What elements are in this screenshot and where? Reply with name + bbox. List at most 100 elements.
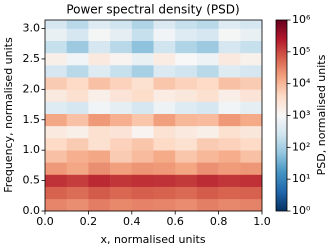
heatmap-cell [218, 138, 241, 151]
heatmap-cell [131, 198, 154, 212]
heatmap-cell [218, 198, 241, 212]
heatmap-cell [110, 162, 133, 175]
heatmap-cell [153, 174, 176, 187]
heatmap-cell [218, 77, 241, 90]
heatmap-cell [88, 198, 111, 212]
heatmap-cell [175, 162, 198, 175]
heatmap-cell [66, 89, 89, 102]
heatmap-cell [153, 101, 176, 114]
x-axis-label: x, normalised units [100, 233, 205, 246]
heatmap-cell [66, 162, 89, 175]
heatmap-cell [88, 65, 111, 78]
heatmap-cell [45, 28, 67, 41]
heatmap-cell [66, 20, 89, 29]
heatmap-cell [196, 89, 219, 102]
heatmap-cell [153, 198, 176, 212]
heatmap-cell [45, 77, 67, 90]
colorbar-label: PSD, normalised units [315, 54, 328, 175]
heatmap-cell [45, 20, 67, 29]
heatmap-cell [175, 77, 198, 90]
x-tick-label: 0.0 [36, 215, 54, 228]
heatmap-cell [88, 101, 111, 114]
heatmap-cell [66, 186, 89, 200]
heatmap-cell [88, 150, 111, 163]
x-tick-label: 1.0 [253, 215, 271, 228]
y-tick-label: 2.5 [23, 52, 41, 65]
heatmap-cell [45, 174, 67, 187]
heatmap-cell [131, 52, 154, 66]
heatmap-cell [88, 40, 111, 54]
colorbar-tick-label: 10² [292, 140, 310, 153]
heatmap-cell [196, 162, 219, 175]
heatmap-cell [153, 150, 176, 163]
heatmap-cell [196, 198, 219, 212]
heatmap-cell [110, 174, 133, 187]
heatmap-cell [131, 125, 154, 139]
heatmap-cell [218, 186, 241, 200]
y-tick-label: 0.5 [23, 174, 41, 187]
heatmap-cell [110, 138, 133, 151]
y-tick-label: 0.0 [23, 204, 41, 217]
heatmap-cell [196, 138, 219, 151]
heatmap-cell [175, 89, 198, 102]
heatmap-cell [66, 198, 89, 212]
heatmap-cell [218, 28, 241, 41]
colorbar [275, 19, 288, 212]
heatmap-cell [131, 77, 154, 90]
heatmap-cell [175, 198, 198, 212]
heatmap-cell [153, 52, 176, 66]
heatmap-cell [66, 101, 89, 114]
heatmap-cell [196, 101, 219, 114]
heatmap-cell [196, 52, 219, 66]
heatmap-cell [218, 125, 241, 139]
heatmap-cell [131, 89, 154, 102]
heatmap-cell [218, 89, 241, 102]
heatmap-cell [153, 89, 176, 102]
heatmap-cell [175, 101, 198, 114]
heatmap-cell [175, 138, 198, 151]
heatmap-cell [110, 113, 133, 127]
heatmap-cell [45, 113, 67, 127]
heatmap-cell [110, 20, 133, 29]
heatmap-cell [240, 101, 263, 114]
heatmap-cell [66, 150, 89, 163]
heatmap-cell [131, 162, 154, 175]
colorbar-tick-label: 10¹ [292, 172, 310, 185]
y-tick-label: 3.0 [23, 22, 41, 35]
heatmap-cell [88, 77, 111, 90]
colorbar-tick-label: 10⁴ [292, 77, 311, 90]
heatmap-cell [131, 28, 154, 41]
heatmap-cell [110, 101, 133, 114]
x-tick-label: 0.4 [123, 215, 141, 228]
heatmap-cell [218, 174, 241, 187]
heatmap-cell [240, 65, 263, 78]
chart-title: Power spectral density (PSD) [66, 3, 239, 17]
y-axis-label: Frequency, normalised units [2, 37, 15, 193]
heatmap-cell [66, 77, 89, 90]
heatmap-cell [66, 125, 89, 139]
heatmap-cell [240, 113, 263, 127]
heatmap-cell [153, 20, 176, 29]
heatmap-cell [110, 198, 133, 212]
heatmap-cell [110, 186, 133, 200]
heatmap-cell [240, 52, 263, 66]
heatmap-cell [153, 186, 176, 200]
heatmap-cell [131, 40, 154, 54]
heatmap-cell [131, 101, 154, 114]
heatmap-cell [45, 125, 67, 139]
y-tick-label: 1.5 [23, 113, 41, 126]
colorbar-tick-label: 10⁵ [292, 45, 310, 58]
heatmap-cell [110, 89, 133, 102]
heatmap-cell [218, 150, 241, 163]
heatmap-cell [240, 125, 263, 139]
heatmap-cell [45, 186, 67, 200]
heatmap-cell [66, 65, 89, 78]
heatmap-cell [175, 174, 198, 187]
heatmap-cell [218, 52, 241, 66]
heatmap-cell [66, 113, 89, 127]
heatmap-cell [45, 40, 67, 54]
heatmap-cell [131, 113, 154, 127]
heatmap-cell [240, 138, 263, 151]
heatmap-cell [131, 138, 154, 151]
heatmap-cell [196, 125, 219, 139]
